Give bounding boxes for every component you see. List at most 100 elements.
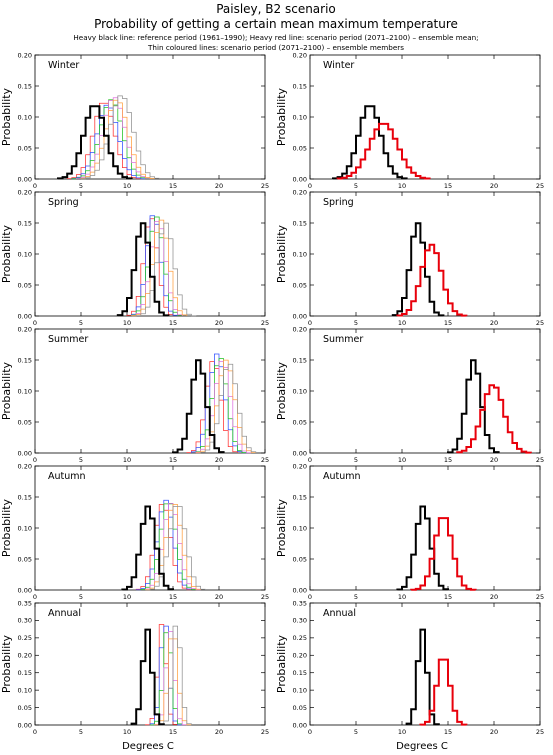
reference-period-line <box>332 105 408 180</box>
y-tick-label: 0.00 <box>293 721 307 729</box>
y-tick-label: 0.10 <box>18 387 32 395</box>
y-tick-label: 0.20 <box>18 188 32 196</box>
x-axis-label-right: Degrees C <box>396 741 448 752</box>
y-tick-label: 0.05 <box>293 144 307 152</box>
season-label: Spring <box>48 197 79 208</box>
season-label: Winter <box>323 60 354 71</box>
ensemble-mean-line <box>419 658 468 726</box>
plot-frame <box>309 54 541 180</box>
y-tick-label: 0.10 <box>293 250 307 258</box>
y-tick-label: 0.30 <box>18 617 32 625</box>
x-tick-label: 15 <box>169 456 177 464</box>
x-tick-label: 25 <box>536 182 544 190</box>
figure-subtitle: Probability of getting a certain mean ma… <box>94 17 458 31</box>
y-tick-label: 0.25 <box>293 634 307 642</box>
reference-period-line <box>405 628 440 726</box>
ensemble-mean-line <box>410 517 477 591</box>
y-tick-label: 0.20 <box>18 325 32 333</box>
y-tick-label: 0.25 <box>18 634 32 642</box>
panel-summer-members: 0.00 0.05 0.10 0.15 0.20 0 5 10 15 20 25 Probabilit… <box>0 325 269 464</box>
panel-winter-means: 0.00 0.05 0.10 0.15 0.20 0 5 10 15 20 25 Probabilit… <box>275 51 544 190</box>
x-tick-label: 20 <box>215 456 223 464</box>
x-tick-label: 10 <box>123 456 131 464</box>
x-tick-label: 25 <box>261 456 269 464</box>
x-tick-label: 15 <box>444 728 452 736</box>
y-tick-label: 0.05 <box>18 704 32 712</box>
y-tick-label: 0.00 <box>293 586 307 594</box>
y-tick-label: 0.15 <box>293 219 307 227</box>
y-tick-label: 0.35 <box>18 599 32 607</box>
x-tick-label: 20 <box>215 319 223 327</box>
x-tick-label: 20 <box>215 593 223 601</box>
figure-note-line2: Thin coloured lines: scenario period (20… <box>147 43 404 52</box>
x-tick-label: 15 <box>444 456 452 464</box>
x-tick-label: 0 <box>33 728 37 736</box>
y-tick-label: 0.05 <box>293 704 307 712</box>
x-axis-label-left: Degrees C <box>122 741 174 752</box>
ensemble-mean-line <box>456 384 532 454</box>
x-tick-label: 20 <box>490 593 498 601</box>
x-tick-label: 25 <box>536 728 544 736</box>
x-tick-label: 10 <box>123 728 131 736</box>
plot-frame <box>34 328 266 454</box>
y-tick-label: 0.00 <box>18 586 32 594</box>
y-tick-label: 0.10 <box>293 387 307 395</box>
panel-autumn-means: 0.00 0.05 0.10 0.15 0.20 0 5 10 15 20 25 Probabilit… <box>275 462 544 601</box>
y-tick-label: 0.15 <box>18 356 32 364</box>
ensemble-member-line <box>135 222 197 317</box>
x-tick-label: 25 <box>261 593 269 601</box>
plot-frame <box>309 328 541 454</box>
season-label: Autumn <box>323 471 361 482</box>
y-tick-label: 0.10 <box>18 250 32 258</box>
y-tick-label: 0.20 <box>293 325 307 333</box>
x-tick-label: 10 <box>123 182 131 190</box>
x-tick-label: 5 <box>79 593 83 601</box>
x-tick-label: 10 <box>398 728 406 736</box>
ensemble-mean-line <box>396 243 468 317</box>
panel-summer-means: 0.00 0.05 0.10 0.15 0.20 0 5 10 15 20 25 Probabilit… <box>275 325 544 464</box>
figure-note-line1: Heavy black line: reference period (1961… <box>73 33 478 42</box>
season-label: Summer <box>48 334 88 345</box>
x-tick-label: 5 <box>354 182 358 190</box>
y-tick-label: 0.15 <box>293 669 307 677</box>
x-tick-label: 0 <box>33 182 37 190</box>
x-tick-label: 20 <box>490 319 498 327</box>
plot-frame <box>34 54 266 180</box>
ensemble-member-line <box>66 102 142 179</box>
y-tick-label: 0.00 <box>18 175 32 183</box>
ensemble-member-line <box>80 95 160 180</box>
y-tick-label: 0.20 <box>293 188 307 196</box>
x-tick-label: 0 <box>33 593 37 601</box>
x-tick-label: 10 <box>398 456 406 464</box>
x-tick-label: 5 <box>79 319 83 327</box>
y-axis-label: Probability <box>0 498 13 557</box>
reference-period-line <box>130 628 165 726</box>
y-tick-label: 0.20 <box>293 51 307 59</box>
y-axis-label: Probability <box>275 87 288 146</box>
y-tick-label: 0.10 <box>18 524 32 532</box>
x-tick-label: 5 <box>79 728 83 736</box>
x-tick-label: 20 <box>490 182 498 190</box>
reference-period-line <box>172 359 225 454</box>
y-tick-label: 0.00 <box>293 312 307 320</box>
x-tick-label: 20 <box>490 728 498 736</box>
panel-annual-means: 0.00 0.05 0.10 0.15 0.20 0.25 0.30 0.35 0 5 10 15 20… <box>275 599 544 736</box>
x-tick-label: 0 <box>308 456 312 464</box>
y-axis-label: Probability <box>0 87 13 146</box>
x-tick-label: 10 <box>123 593 131 601</box>
x-tick-label: 15 <box>169 593 177 601</box>
x-tick-label: 5 <box>354 728 358 736</box>
x-tick-label: 0 <box>308 319 312 327</box>
ensemble-member-line <box>71 99 151 180</box>
x-tick-label: 10 <box>123 319 131 327</box>
panel-annual-members: 0.00 0.05 0.10 0.15 0.20 0.25 0.30 0.35 0 5 10 15 20… <box>0 599 269 736</box>
y-tick-label: 0.15 <box>18 669 32 677</box>
ensemble-mean-line <box>336 122 431 180</box>
x-tick-label: 25 <box>261 182 269 190</box>
reference-period-line <box>447 359 500 454</box>
x-tick-label: 25 <box>536 593 544 601</box>
y-tick-label: 0.15 <box>293 356 307 364</box>
x-tick-label: 25 <box>261 319 269 327</box>
y-axis-label: Probability <box>275 361 288 420</box>
ensemble-member-line <box>186 361 238 453</box>
